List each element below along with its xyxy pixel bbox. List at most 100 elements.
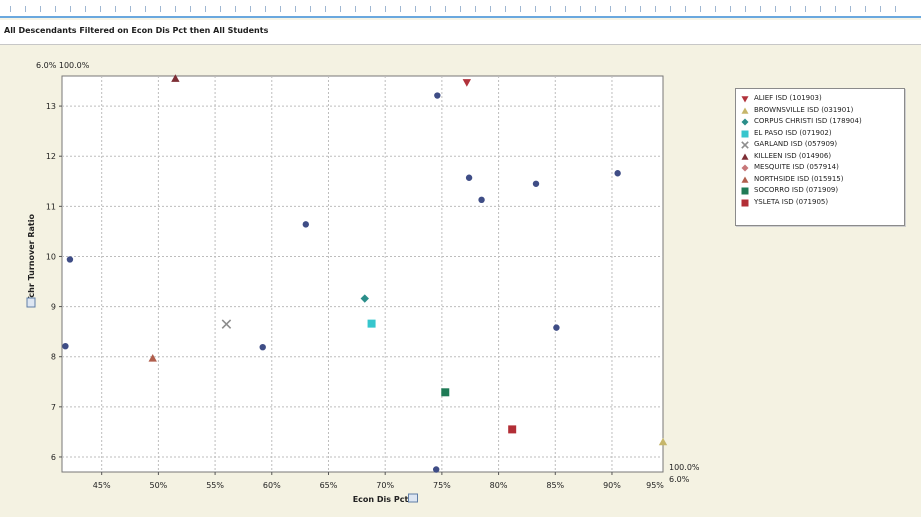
data-point[interactable]	[532, 180, 540, 187]
x-tick-label: 45%	[93, 481, 111, 490]
x-tick-label: 55%	[206, 481, 224, 490]
ruler-tick	[850, 6, 851, 12]
ruler-tick	[160, 6, 161, 12]
legend-symbol[interactable]	[741, 96, 749, 103]
x-tick-label: 80%	[490, 481, 508, 490]
legend-item[interactable]: NORTHSIDE ISD (015915)	[736, 174, 904, 186]
legend-symbol[interactable]	[741, 153, 749, 160]
y-tick-label: 8	[51, 353, 56, 362]
legend-marker	[741, 141, 749, 149]
ruler-tick	[310, 6, 311, 12]
data-point[interactable]	[367, 319, 376, 328]
legend-item[interactable]: EL PASO ISD (071902)	[736, 128, 904, 140]
data-point[interactable]	[508, 425, 517, 434]
y-tick-label: 7	[51, 403, 56, 412]
ruler-tick	[565, 6, 566, 12]
ruler-tick	[715, 6, 716, 12]
legend-marker	[741, 96, 749, 103]
data-point[interactable]	[66, 256, 74, 263]
legend-marker	[741, 199, 749, 206]
ruler-tick	[130, 6, 131, 12]
ruler-tick	[520, 6, 521, 12]
ruler-tick	[325, 6, 326, 12]
data-point[interactable]	[441, 388, 450, 397]
ruler-tick	[280, 6, 281, 12]
legend-marker	[741, 176, 749, 183]
ruler-tick	[445, 6, 446, 12]
ruler-tick	[685, 6, 686, 12]
ruler-tick	[145, 6, 146, 12]
data-point[interactable]	[148, 354, 157, 362]
ruler-tick	[460, 6, 461, 12]
ruler-tick	[865, 6, 866, 12]
legend-label: NORTHSIDE ISD (015915)	[754, 174, 844, 183]
legend-marker	[741, 164, 749, 172]
legend-item[interactable]: BROWNSVILLE ISD (031901)	[736, 105, 904, 117]
legend-symbol[interactable]	[741, 118, 749, 126]
ruler-tick	[490, 6, 491, 12]
legend-item[interactable]: GARLAND ISD (057909)	[736, 139, 904, 151]
ruler-tick	[475, 6, 476, 12]
legend-symbol[interactable]	[741, 199, 749, 206]
legend-item[interactable]: SOCORRO ISD (071909)	[736, 185, 904, 197]
ruler-tick	[505, 6, 506, 12]
data-point[interactable]	[553, 324, 560, 331]
ruler-tick	[400, 6, 401, 12]
legend-label: BROWNSVILLE ISD (031901)	[754, 105, 854, 114]
legend-symbol[interactable]	[741, 176, 749, 183]
ruler-tick	[610, 6, 611, 12]
ruler-tick	[220, 6, 221, 12]
data-point[interactable]	[434, 92, 441, 99]
ruler-tick	[370, 6, 371, 12]
data-point[interactable]	[259, 343, 266, 351]
legend-item[interactable]: MESQUITE ISD (057914)	[736, 162, 904, 174]
legend: ALIEF ISD (101903) BROWNSVILLE ISD (03190…	[735, 88, 905, 226]
y-axis-sort-button[interactable]	[26, 297, 36, 308]
ruler-tick	[190, 6, 191, 12]
data-point[interactable]	[478, 196, 485, 204]
ruler-tick	[580, 6, 581, 12]
legend-label: EL PASO ISD (071902)	[754, 128, 832, 137]
data-point[interactable]	[221, 319, 232, 329]
legend-symbol[interactable]	[741, 187, 749, 195]
ruler-tick	[115, 6, 116, 12]
data-point[interactable]	[360, 294, 369, 303]
ruler-tick	[175, 6, 176, 12]
data-point[interactable]	[302, 221, 310, 228]
x-axis-sort-button[interactable]	[408, 493, 418, 503]
data-point[interactable]	[462, 79, 472, 87]
plot-area	[61, 75, 664, 473]
ruler-tick	[535, 6, 536, 12]
data-point[interactable]	[433, 466, 440, 473]
corner-label-top-left: 6.0% 100.0%	[36, 61, 90, 70]
ruler-tick	[235, 6, 236, 12]
ruler-tick	[25, 6, 26, 12]
y-tick-label: 11	[46, 202, 56, 211]
legend-symbol[interactable]	[741, 107, 749, 114]
top-ruler	[0, 0, 921, 18]
legend-item[interactable]: YSLETA ISD (071905)	[736, 197, 904, 209]
ruler-tick	[760, 6, 761, 12]
legend-item[interactable]: ALIEF ISD (101903)	[736, 93, 904, 105]
x-tick-label: 90%	[603, 481, 621, 490]
ruler-tick	[40, 6, 41, 12]
legend-symbol[interactable]	[741, 164, 749, 172]
data-point[interactable]	[465, 174, 473, 181]
data-point[interactable]	[614, 170, 621, 177]
chart-title-bar: All Descendants Filtered on Econ Dis Pct…	[0, 20, 921, 45]
legend-symbol[interactable]	[741, 141, 749, 149]
legend-marker	[741, 130, 749, 137]
data-point[interactable]	[62, 342, 69, 350]
x-tick-label: 75%	[433, 481, 451, 490]
data-point[interactable]	[171, 74, 180, 82]
legend-marker	[741, 107, 749, 114]
ruler-tick	[85, 6, 86, 12]
data-point[interactable]	[658, 437, 668, 446]
ruler-tick	[655, 6, 656, 12]
legend-item[interactable]: CORPUS CHRISTI ISD (178904)	[736, 116, 904, 128]
legend-symbol[interactable]	[741, 130, 749, 137]
ruler-tick	[70, 6, 71, 12]
ruler-tick	[745, 6, 746, 12]
legend-item[interactable]: KILLEEN ISD (014906)	[736, 151, 904, 163]
